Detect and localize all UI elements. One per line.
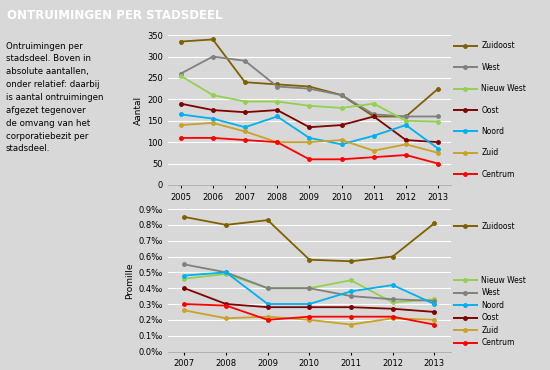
Text: Zuidoost: Zuidoost: [481, 41, 515, 50]
Text: Noord: Noord: [481, 127, 504, 136]
Text: Centrum: Centrum: [481, 170, 515, 179]
Text: ONTRUIMINGEN PER STADSDEEL: ONTRUIMINGEN PER STADSDEEL: [7, 9, 222, 22]
Text: Oost: Oost: [481, 313, 499, 322]
Text: Nieuw West: Nieuw West: [481, 84, 526, 93]
Text: Nieuw West: Nieuw West: [481, 276, 526, 285]
Y-axis label: Promille: Promille: [125, 262, 134, 299]
Y-axis label: Aantal: Aantal: [134, 95, 143, 125]
Text: Ontruimingen per
stadsdeel. Boven in
absolute aantallen,
onder relatief: daarbij: Ontruimingen per stadsdeel. Boven in abs…: [6, 41, 103, 154]
Text: Oost: Oost: [481, 105, 499, 115]
Text: Centrum: Centrum: [481, 339, 515, 347]
Text: Noord: Noord: [481, 301, 504, 310]
Text: Zuid: Zuid: [481, 326, 499, 335]
Text: West: West: [481, 288, 500, 297]
Text: West: West: [481, 63, 500, 72]
Text: Zuidoost: Zuidoost: [481, 222, 515, 231]
Text: Zuid: Zuid: [481, 148, 499, 157]
